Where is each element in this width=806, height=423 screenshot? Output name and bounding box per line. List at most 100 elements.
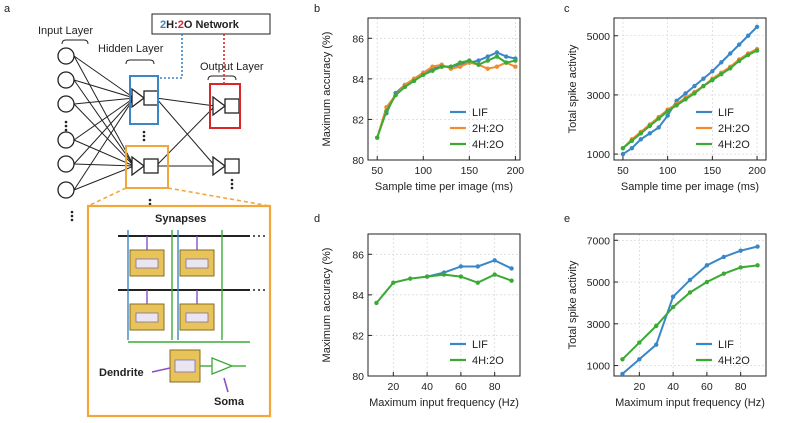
network-title-box: [151, 13, 271, 35]
data-point: [620, 357, 625, 362]
data-point: [638, 137, 644, 142]
input-neuron: [57, 47, 75, 65]
y-tick-label: 80: [352, 155, 364, 167]
panel-label-c: c: [564, 3, 570, 15]
y-axis-title: Total spike activity: [567, 260, 579, 349]
data-point: [457, 60, 463, 65]
y-tick-label: 84: [352, 74, 364, 86]
row-ellipsis-dot: [253, 289, 255, 291]
panel-a-diagram: a Input Layer Hidden Layer Output Layer …: [4, 3, 272, 418]
data-point: [637, 340, 642, 345]
legend-label: LIF: [472, 107, 488, 119]
network-nodes: [57, 47, 240, 222]
y-tick-label: 82: [352, 330, 364, 342]
data-point: [738, 248, 743, 253]
network-connections: [73, 55, 216, 191]
input-hidden-edge: [73, 103, 135, 167]
x-tick-label: 80: [489, 381, 501, 393]
x-tick-label: 20: [633, 381, 645, 393]
data-point: [629, 138, 635, 143]
synapse-channel: [135, 312, 159, 323]
legend-label: LIF: [718, 107, 734, 119]
soma-label: Soma: [214, 396, 245, 408]
dendrite-label: Dendrite: [99, 367, 144, 379]
y-tick-label: 5000: [587, 277, 611, 289]
data-point: [424, 274, 430, 279]
synapse-channel: [185, 258, 209, 269]
input-hidden-edge: [73, 79, 135, 99]
y-tick-label: 1000: [587, 361, 611, 373]
hidden-output-edge: [155, 97, 216, 167]
x-tick-label: 20: [387, 381, 399, 393]
input-hidden-edge: [73, 55, 135, 167]
data-point: [494, 64, 500, 69]
data-point: [719, 72, 724, 77]
synapse-crossbar: [118, 230, 265, 383]
y-tick-label: 3000: [587, 319, 611, 331]
data-point: [647, 131, 652, 136]
hidden-link-dotted: [158, 34, 183, 79]
soma-circuit: [211, 357, 234, 375]
y-tick-label: 86: [352, 249, 364, 261]
plot-frame: [613, 17, 767, 161]
data-point: [755, 263, 760, 268]
input-neuron: [57, 95, 75, 113]
y-tick-label: 80: [352, 371, 364, 383]
ellipsis-dot: [142, 138, 146, 142]
data-point: [704, 279, 710, 285]
soma-arrow: [223, 377, 229, 393]
input-neuron: [57, 131, 75, 149]
data-point: [476, 62, 481, 67]
data-point: [754, 24, 760, 30]
y-tick-label: 82: [352, 114, 364, 126]
series-line: [426, 259, 512, 278]
x-tick-label: 40: [667, 381, 679, 393]
data-point: [656, 125, 661, 130]
data-point: [492, 272, 497, 277]
y-tick-label: 5000: [587, 31, 611, 43]
y-tick-label: 7000: [587, 235, 611, 247]
panel-label-e: e: [564, 213, 570, 225]
legend-label: 2H:2O: [718, 123, 750, 135]
input-hidden-edge: [73, 163, 135, 167]
ellipsis-dot: [142, 134, 146, 138]
data-point: [656, 116, 661, 121]
data-point: [458, 264, 464, 269]
legend-label: 4H:2O: [472, 355, 504, 367]
hidden-neuron-dendrite-triangle: [131, 155, 146, 177]
hidden-neuron-soma-square: [143, 90, 159, 106]
data-point: [736, 42, 742, 47]
panel-label-b: b: [314, 3, 320, 15]
data-point: [754, 48, 760, 53]
data-point: [736, 58, 742, 64]
series-line: [376, 55, 516, 139]
data-point: [475, 280, 480, 285]
legend-label: 4H:2O: [472, 139, 504, 151]
y-tick-label: 3000: [587, 90, 611, 102]
x-tick-label: 150: [461, 165, 479, 177]
data-point: [670, 294, 676, 299]
data-point: [719, 60, 724, 65]
data-point: [728, 66, 733, 71]
data-point: [721, 271, 726, 276]
data-point: [670, 304, 676, 310]
synapse-inset-box: [86, 204, 272, 418]
ellipsis-dot: [64, 124, 68, 128]
input-hidden-edge: [73, 139, 135, 167]
panel-c-chart: c 50 100 150 200 1000 3000 5000 Sample time per…: [564, 3, 767, 193]
legend-label: 4H:2O: [718, 355, 750, 367]
dendrite-arrow: [151, 367, 171, 373]
hidden-neuron-dendrite-triangle: [131, 87, 146, 109]
data-point: [692, 83, 697, 89]
output-neuron-soma-square: [224, 158, 240, 174]
plot-frame: [367, 17, 521, 161]
data-point: [745, 52, 751, 58]
panel-label-d: d: [314, 213, 320, 225]
input-hidden-edge: [73, 97, 135, 105]
data-point: [391, 280, 396, 285]
data-point: [513, 58, 518, 63]
hidden-highlight-box: [129, 75, 159, 125]
zoom-lines: [87, 187, 271, 207]
input-neuron: [57, 155, 75, 173]
